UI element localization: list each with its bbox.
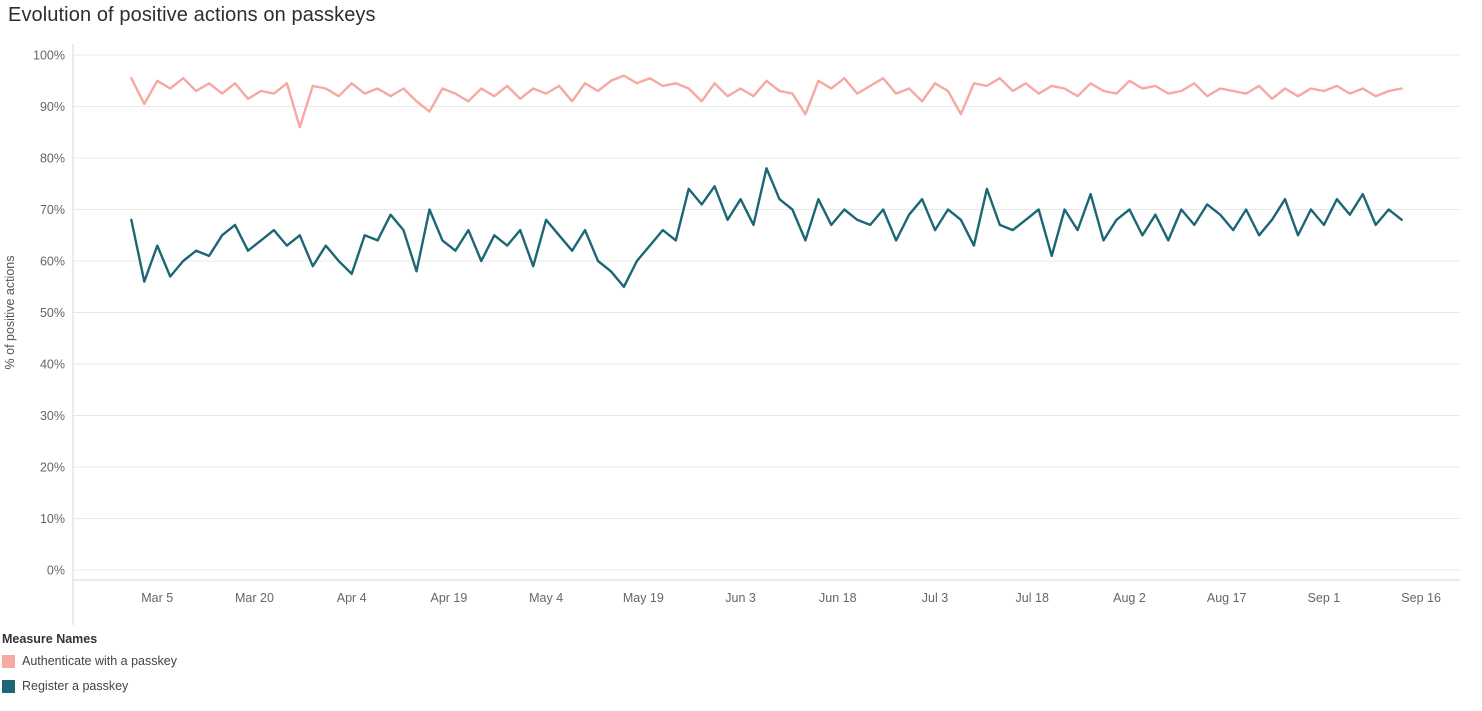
x-tick-label: Sep 1 [1308, 591, 1341, 605]
y-tick-label: 10% [40, 512, 65, 526]
line-chart[interactable]: 0% 10% 20% 30% 40% 50% 60% 70% 80% 90% 100% Mar 5 Ma… [0, 40, 1482, 632]
y-tick-label: 20% [40, 461, 65, 475]
y-tick-label: 80% [40, 152, 65, 166]
y-tick-label: 0% [47, 564, 65, 578]
x-tick-label: Aug 2 [1113, 591, 1146, 605]
legend-swatch [2, 654, 15, 668]
x-tick-label: Jul 18 [1016, 591, 1049, 605]
x-tick-label: Sep 16 [1401, 591, 1441, 605]
y-axis-title: % of positive actions [3, 256, 17, 370]
series-line-register-a-passkey[interactable] [130, 167, 1403, 289]
x-tick-label: Jun 3 [725, 591, 756, 605]
legend-title: Measure Names [2, 632, 98, 646]
x-tick-label: Mar 5 [141, 591, 173, 605]
y-tick-label: 70% [40, 203, 65, 217]
x-tick-label: Aug 17 [1207, 591, 1247, 605]
legend: Measure Names Authenticate with a passke… [2, 630, 402, 704]
legend-item-register[interactable]: Register a passkey [2, 679, 402, 693]
y-tick-label: 30% [40, 409, 65, 423]
x-tick-label: Mar 20 [235, 591, 274, 605]
y-tick-label: 40% [40, 358, 65, 372]
y-tick-label: 60% [40, 255, 65, 269]
y-tick-label: 90% [40, 100, 65, 114]
y-tick-label: 100% [33, 49, 65, 63]
legend-item-label: Register a passkey [22, 679, 129, 693]
x-tick-label: May 19 [623, 591, 664, 605]
x-tick-label: Jun 18 [819, 591, 857, 605]
x-tick-label: Apr 19 [430, 591, 467, 605]
series-line-authenticate-with-a-passkey[interactable] [130, 74, 1403, 129]
line-chart-svg[interactable]: 0% 10% 20% 30% 40% 50% 60% 70% 80% 90% 100% Mar 5 Ma… [0, 40, 1482, 632]
legend-swatch [2, 679, 15, 693]
y-tick-label: 50% [40, 306, 65, 320]
legend-item-authenticate[interactable]: Authenticate with a passkey [2, 654, 402, 668]
x-tick-label: Jul 3 [922, 591, 948, 605]
legend-item-label: Authenticate with a passkey [22, 654, 177, 668]
x-tick-label: May 4 [529, 591, 563, 605]
x-tick-label: Apr 4 [337, 591, 367, 605]
chart-title: Evolution of positive actions on passkey… [8, 4, 376, 26]
